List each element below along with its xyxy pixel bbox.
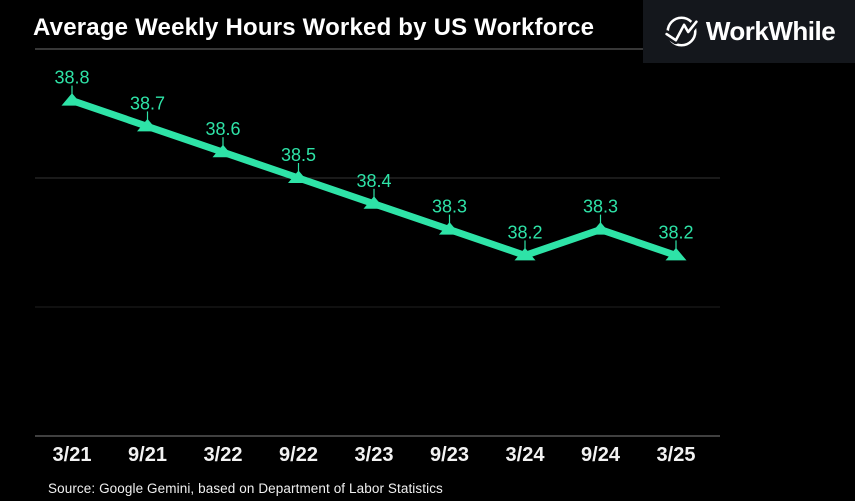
x-axis-label: 3/21 [53,444,92,466]
data-point-marker [137,118,158,132]
data-label: 38.6 [205,119,240,139]
data-label: 38.2 [658,222,693,242]
x-axis-label: 3/23 [355,444,394,466]
x-axis-label: 9/22 [279,444,318,466]
logo-wordmark: WorkWhile [705,16,836,46]
workwhile-logo: WorkWhile [643,0,855,63]
data-label: 38.4 [356,171,391,191]
data-point-marker [665,247,687,261]
x-axis-label: 3/25 [657,444,696,466]
x-axis-label: 3/24 [506,444,546,466]
source-note: Source: Google Gemini, based on Departme… [48,481,443,496]
x-axis-label: 9/23 [430,444,469,466]
x-axis-label: 9/21 [128,444,167,466]
data-point-marker [212,144,234,158]
data-label: 38.7 [130,93,165,113]
data-point-marker [514,247,536,261]
data-point-marker [590,222,611,235]
data-label: 38.5 [281,145,316,165]
data-point-marker [288,170,309,183]
data-point-marker [363,196,385,209]
data-label: 38.2 [507,222,542,242]
workwhile-circle-w-icon [662,16,700,47]
page-title: Average Weekly Hours Worked by US Workfo… [33,14,595,41]
data-label: 38.3 [432,197,467,217]
x-axis-label: 3/22 [204,444,243,466]
data-label: 38.8 [54,68,89,88]
data-point-marker [61,93,83,106]
data-label: 38.3 [583,197,618,217]
x-axis-label: 9/24 [581,444,621,466]
data-point-marker [439,222,460,235]
